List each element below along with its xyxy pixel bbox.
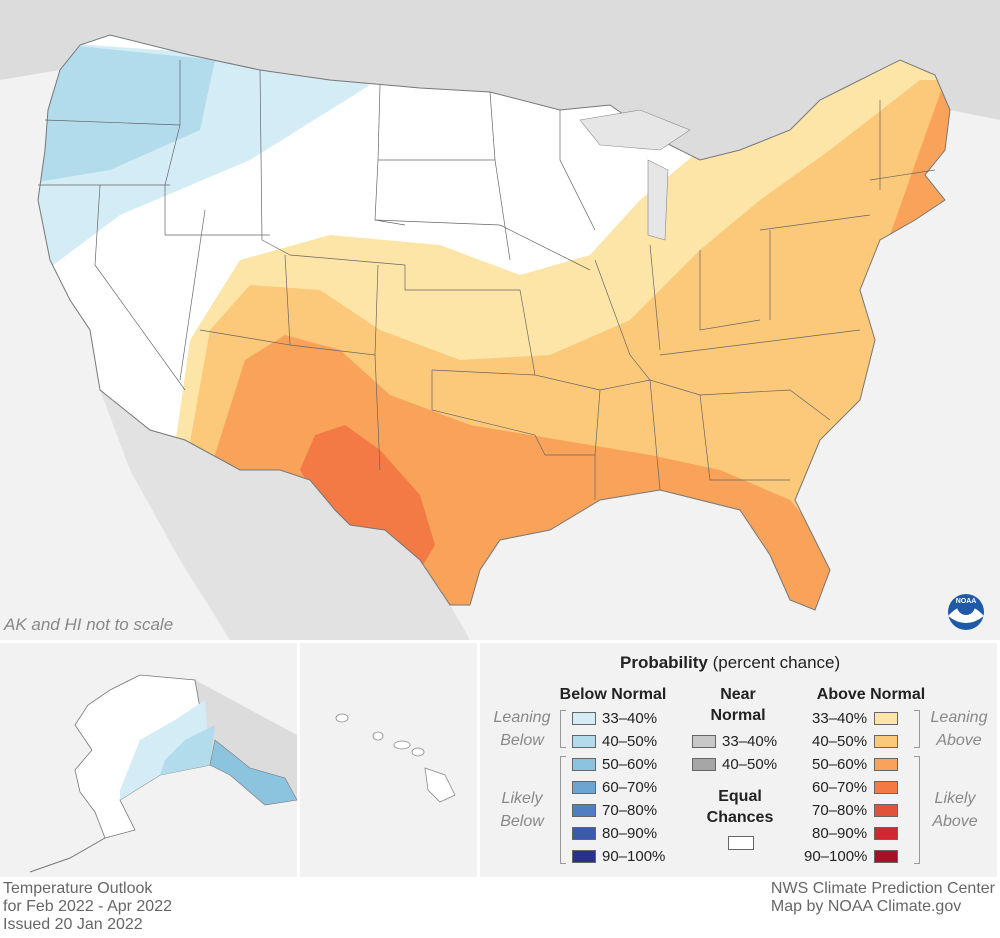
legend-label: 90–100% <box>602 847 666 865</box>
equal-chances-line2: Chances <box>706 809 774 826</box>
outlook-period: for Feb 2022 - Apr 2022 <box>3 898 172 915</box>
legend-row: 40–50% <box>572 731 657 751</box>
legend-label: 90–100% <box>804 847 868 865</box>
below-normal-heading: Below Normal <box>559 686 667 703</box>
near-normal-heading-line2: Normal <box>710 707 766 724</box>
equal-chances-line1: Equal <box>718 788 762 805</box>
not-to-scale-note: AK and HI not to scale <box>4 615 174 634</box>
legend-swatch <box>692 734 716 748</box>
likely-above-bracket <box>914 756 920 864</box>
leaning-below-label: Leaning Below <box>484 706 560 752</box>
legend-swatch <box>572 803 596 817</box>
legend-label: 80–90% <box>812 824 868 842</box>
source-agency: NWS Climate Prediction Center <box>770 880 995 897</box>
near-normal-heading: Near Normal <box>700 684 776 726</box>
legend-label: 50–60% <box>812 755 868 773</box>
legend-row: 80–90% <box>572 823 657 843</box>
above-normal-heading: Above Normal <box>816 686 926 703</box>
legend-swatch <box>572 734 596 748</box>
outlook-title: Temperature Outlook <box>3 880 153 897</box>
legend-row: 90–100% <box>572 846 665 866</box>
legend-title-main: Probability <box>620 653 708 672</box>
legend-label: 70–80% <box>812 801 868 819</box>
legend-row: 33–40% <box>812 708 898 728</box>
legend-label: 33–40% <box>812 709 868 727</box>
legend-swatch <box>874 711 898 725</box>
leaning-below-bracket <box>560 710 566 748</box>
legend-swatch <box>572 849 596 863</box>
legend-row: 60–70% <box>572 777 657 797</box>
leaning-below-line2: Below <box>500 732 544 749</box>
legend-swatch <box>572 711 596 725</box>
legend-label: 70–80% <box>602 801 658 819</box>
likely-above-line2: Above <box>932 813 978 830</box>
leaning-above-label: Leaning Above <box>920 706 998 752</box>
lake-superior <box>579 109 691 151</box>
source-credit: NWS Climate Prediction Center Map by NOA… <box>771 880 995 916</box>
outlook-issued-date: Issued 20 Jan 2022 <box>3 916 143 933</box>
legend-swatch <box>874 849 898 863</box>
equal-chances-swatch <box>728 836 754 850</box>
likely-below-bracket <box>560 756 566 864</box>
legend-label: 33–40% <box>602 709 658 727</box>
likely-below-line2: Below <box>500 813 544 830</box>
legend-label: 40–50% <box>812 732 868 750</box>
likely-below-label: Likely Below <box>484 787 560 833</box>
map-author: Map by NOAA Climate.gov <box>770 898 962 915</box>
legend-label: 40–50% <box>602 732 658 750</box>
legend-label: 33–40% <box>722 732 778 750</box>
legend-swatch <box>692 757 716 771</box>
hawaii-inset <box>300 643 477 877</box>
legend-swatch <box>874 826 898 840</box>
legend-row: 50–60% <box>572 754 657 774</box>
legend-title-sub: (percent chance) <box>712 653 841 672</box>
legend-row: 90–100% <box>804 846 898 866</box>
legend-row: 40–50% <box>812 731 898 751</box>
legend-title: Probability (percent chance) <box>620 653 840 673</box>
canada-landmass <box>0 0 1000 160</box>
leaning-above-line2: Above <box>936 732 982 749</box>
legend-row: 33–40% <box>572 708 657 728</box>
legend-swatch <box>572 780 596 794</box>
legend-swatch <box>874 734 898 748</box>
lake-michigan <box>647 159 669 241</box>
legend-label: 80–90% <box>602 824 658 842</box>
legend-label: 50–60% <box>602 755 658 773</box>
outlook-credit: Temperature Outlook for Feb 2022 - Apr 2… <box>3 880 172 934</box>
state-lines <box>38 60 936 500</box>
legend-label: 40–50% <box>722 755 778 773</box>
mexico-landmass <box>100 390 470 640</box>
legend-row: 50–60% <box>812 754 898 774</box>
leaning-above-bracket <box>914 710 920 748</box>
below-40-50-region <box>38 40 215 185</box>
equal-chances-label: Equal Chances <box>700 786 780 828</box>
leaning-above-line1: Leaning <box>930 709 988 726</box>
noaa-logo <box>948 594 984 630</box>
above-60-70-region <box>300 425 435 570</box>
legend-label: 60–70% <box>812 778 868 796</box>
legend-label: 60–70% <box>602 778 658 796</box>
legend-swatch <box>572 757 596 771</box>
noaa-logo-label: NOAA <box>955 598 977 605</box>
legend-row: 60–70% <box>812 777 898 797</box>
leaning-below-line1: Leaning <box>493 709 551 726</box>
legend-row: 70–80% <box>572 800 657 820</box>
legend-swatch <box>874 757 898 771</box>
likely-above-label: Likely Above <box>920 787 990 833</box>
likely-below-line1: Likely <box>501 790 543 807</box>
likely-above-line1: Likely <box>934 790 976 807</box>
legend-swatch <box>874 803 898 817</box>
legend-row: 70–80% <box>812 800 898 820</box>
alaska-inset <box>0 643 298 877</box>
legend-swatch <box>572 826 596 840</box>
legend-row: 80–90% <box>812 823 898 843</box>
legend-row: 40–50% <box>692 754 777 774</box>
legend-row: 33–40% <box>692 731 777 751</box>
legend-swatch <box>874 780 898 794</box>
near-normal-heading-line1: Near <box>720 686 756 703</box>
